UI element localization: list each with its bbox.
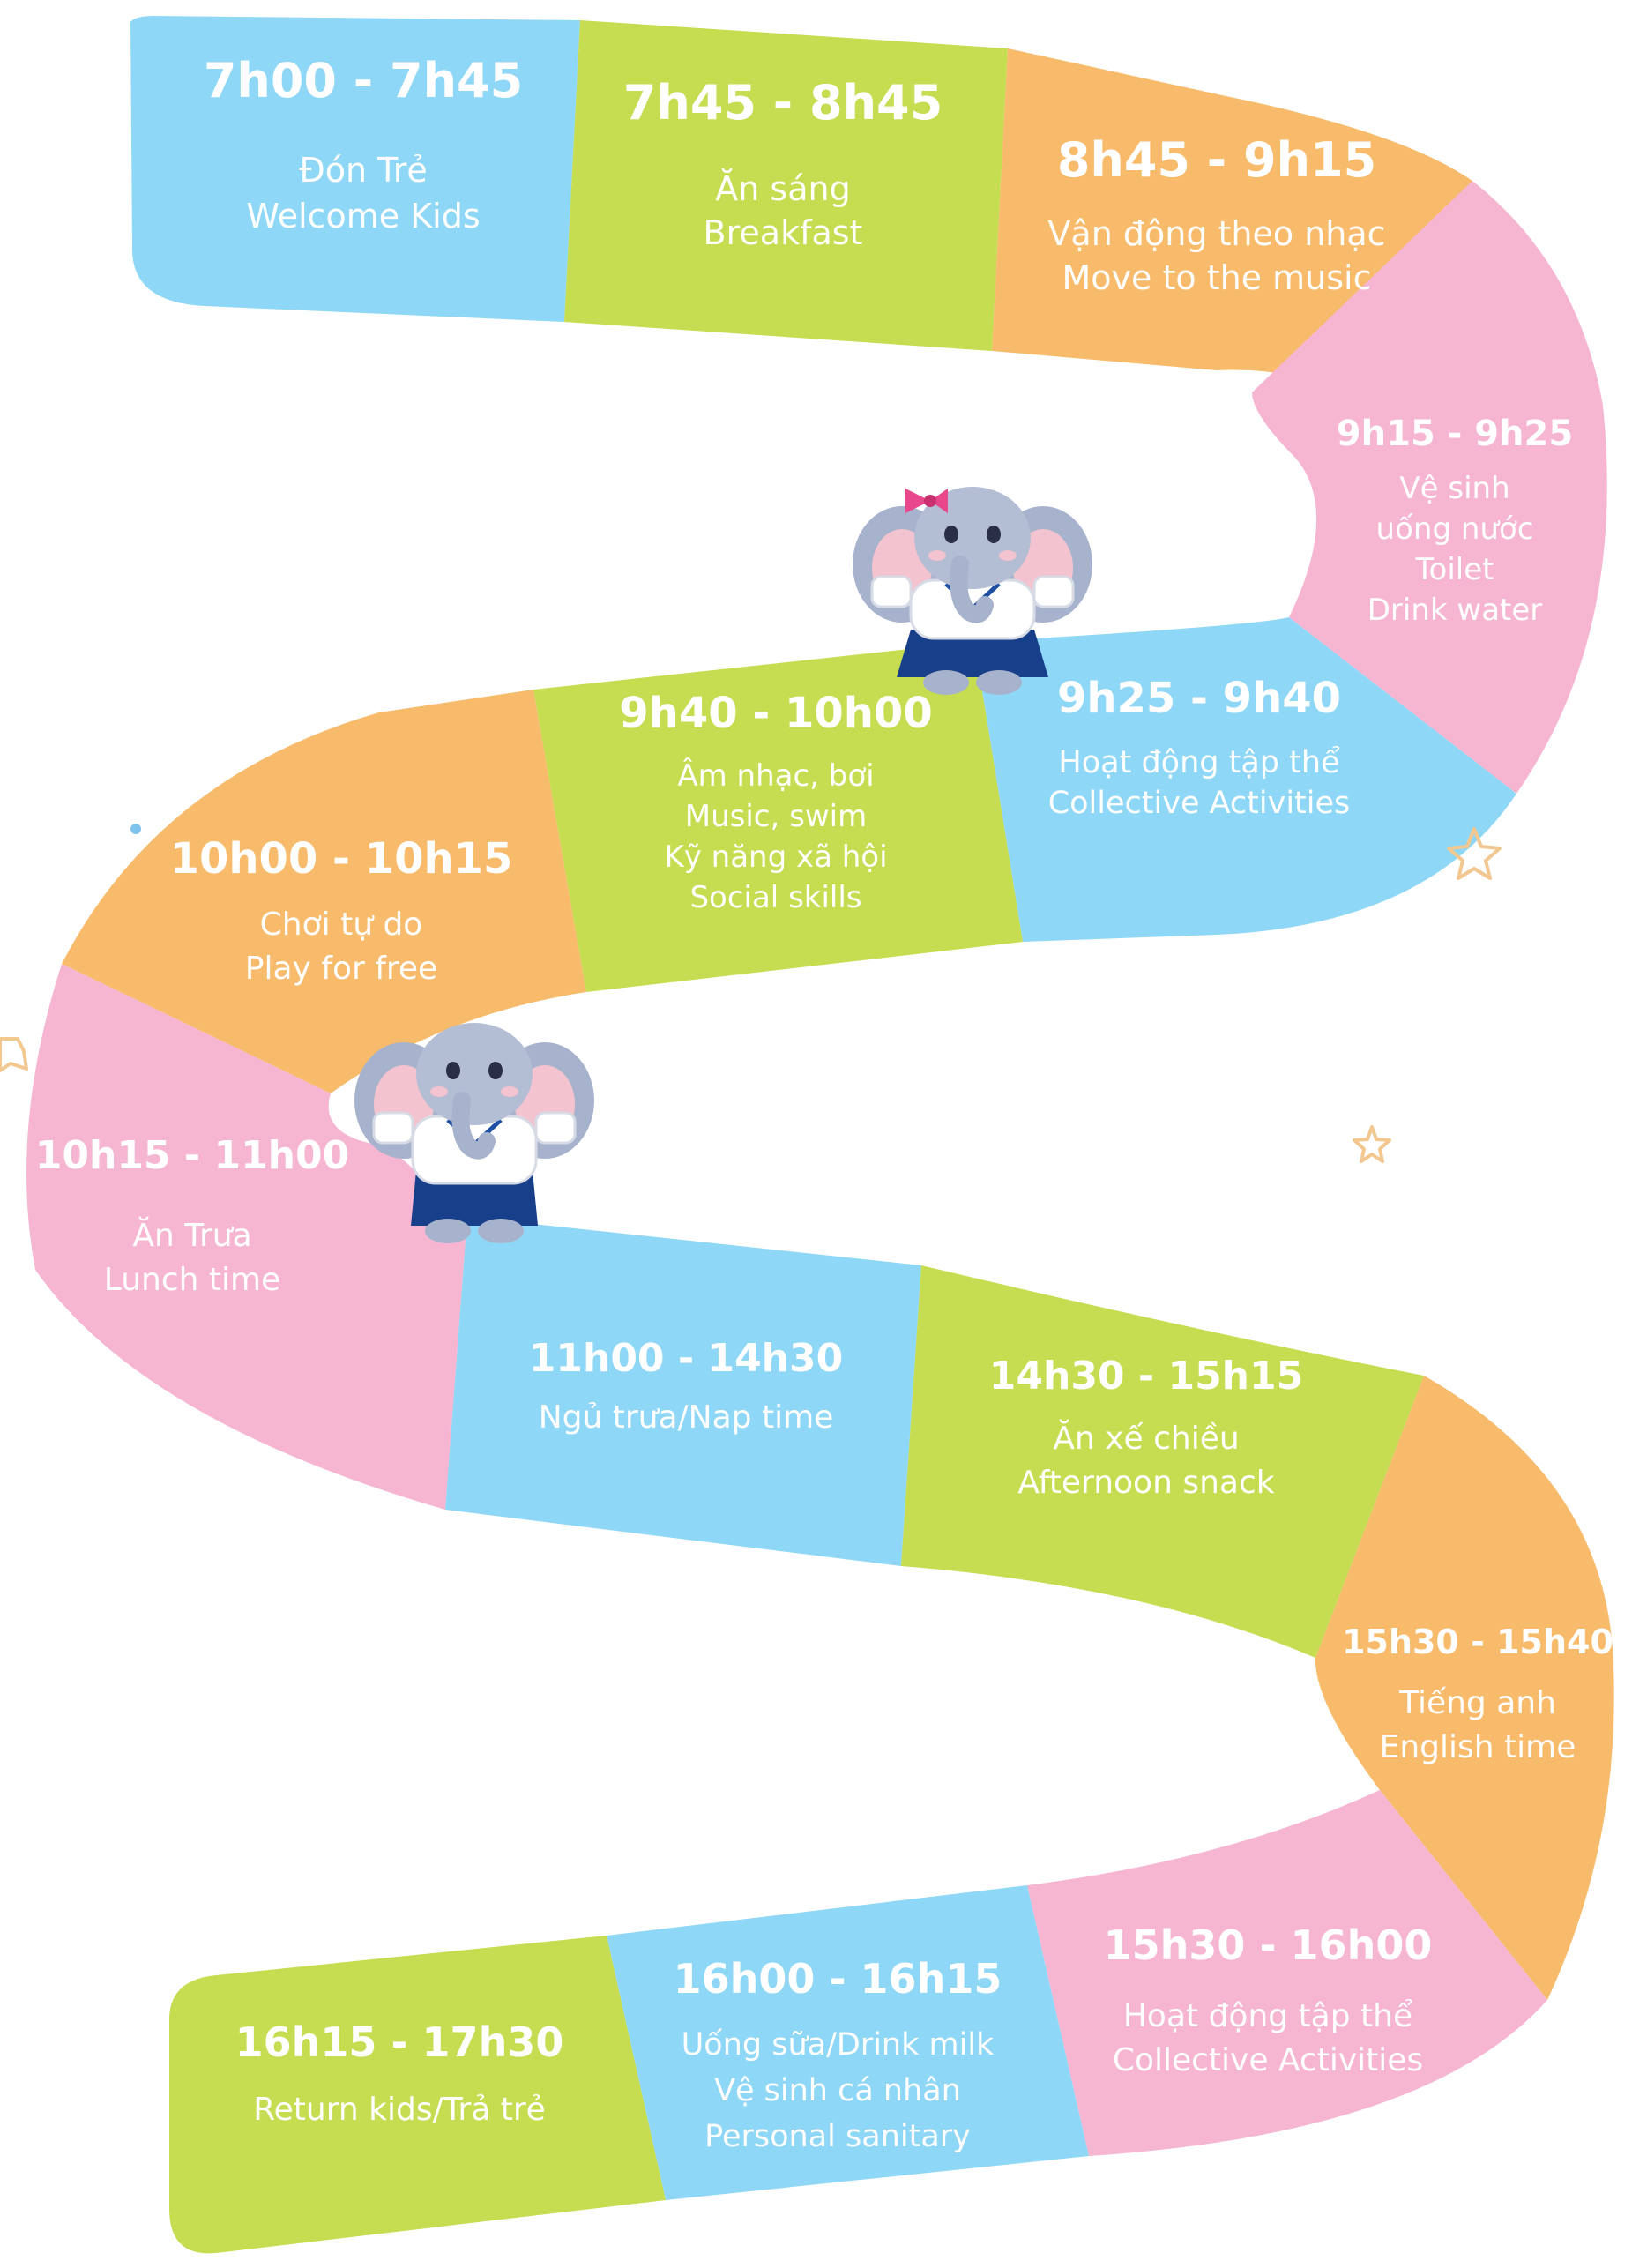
segment-activity: Return kids/Trả trẻ — [253, 2092, 546, 2128]
elephant-boy-mascot-icon — [354, 1023, 594, 1243]
segment-activity: Music, swim — [685, 799, 867, 834]
segment-time: 15h30 - 16h00 — [1104, 1921, 1433, 1969]
segment-time: 8h45 - 9h15 — [1057, 132, 1376, 188]
segment-activity: Kỹ năng xã hội — [664, 839, 887, 875]
segment-activity: Đón Trẻ — [299, 151, 428, 190]
segment-activity: Move to the music — [1062, 258, 1372, 297]
segment-activity: Vận động theo nhạc — [1047, 214, 1385, 253]
segment-time: 7h00 - 7h45 — [204, 53, 523, 108]
dot-decoration — [130, 824, 141, 834]
segment-activity: Breakfast — [704, 213, 863, 252]
segment-activity: Ăn xế chiều — [1053, 1419, 1239, 1457]
segment-activity: Collective Activities — [1113, 2042, 1423, 2078]
segment-activity: Collective Activities — [1048, 786, 1351, 821]
segment-activity: uống nước — [1376, 511, 1534, 547]
segment-time: 14h30 - 15h15 — [989, 1354, 1303, 1399]
star-icon — [0, 1037, 28, 1072]
segment-labels: 7h00 - 7h45 Đón Trẻ Welcome Kids 7h45 - 8h4… — [35, 53, 1613, 2154]
segment-activity: Afternoon snack — [1017, 1465, 1274, 1501]
segment-10 — [901, 1265, 1424, 1658]
segment-13 — [607, 1885, 1089, 2200]
segment-5 — [974, 617, 1516, 942]
segment-time: 9h15 - 9h25 — [1337, 414, 1573, 454]
segment-activity: Hoạt động tập thể — [1058, 744, 1340, 780]
segment-time: 9h25 - 9h40 — [1057, 674, 1341, 723]
path-segments — [26, 16, 1614, 2254]
segment-time: 11h00 - 14h30 — [529, 1336, 843, 1381]
segment-7 — [62, 690, 586, 1093]
segment-activity: Ăn Trưa — [132, 1216, 251, 1254]
star-icon — [1353, 1125, 1391, 1163]
segment-time: 16h15 - 17h30 — [235, 2018, 564, 2066]
segment-activity: Vệ sinh cá nhân — [714, 2073, 961, 2108]
segment-activity: Chơi tự do — [260, 906, 423, 943]
segment-time: 9h40 - 10h00 — [619, 689, 932, 738]
segment-activity: Ngủ trưa/Nap time — [539, 1399, 834, 1436]
segment-2 — [564, 20, 1008, 351]
segment-activity: English time — [1380, 1729, 1576, 1765]
segment-9 — [445, 1217, 921, 1566]
segment-activity: Tiếng anh — [1398, 1685, 1556, 1721]
segment-time: 10h00 - 10h15 — [170, 834, 513, 884]
segment-time: 10h15 - 11h00 — [35, 1133, 349, 1178]
segment-activity: Drink water — [1367, 593, 1543, 628]
segment-activity: Uống sữa/Drink milk — [682, 2027, 995, 2063]
segment-4 — [1252, 181, 1607, 794]
segment-activity: Toilet — [1415, 552, 1494, 587]
star-icon — [1447, 827, 1502, 880]
segment-6 — [533, 642, 1023, 992]
segment-activity: Hoạt động tập thể — [1123, 1998, 1412, 2034]
segment-activity: Vệ sinh — [1399, 471, 1509, 506]
segment-activity: Lunch time — [104, 1262, 280, 1298]
segment-12 — [1027, 1790, 1547, 2156]
segment-activity: Social skills — [689, 880, 861, 915]
segment-time: 7h45 - 8h45 — [623, 75, 943, 131]
segment-11 — [1315, 1376, 1614, 2000]
segment-activity: Personal sanitary — [704, 2119, 971, 2154]
segment-14 — [169, 1936, 666, 2254]
segment-activity: Âm nhạc, bơi — [677, 757, 874, 794]
segment-time: 16h00 - 16h15 — [674, 1955, 1002, 2003]
segment-activity: Ăn sáng — [715, 168, 850, 208]
segment-activity: Welcome Kids — [246, 197, 480, 235]
segment-1 — [130, 16, 580, 322]
segment-8 — [26, 964, 467, 1510]
segment-activity: Play for free — [245, 951, 437, 987]
segment-time: 15h30 - 15h40 — [1342, 1623, 1613, 1661]
elephant-girl-mascot-icon — [853, 487, 1092, 695]
